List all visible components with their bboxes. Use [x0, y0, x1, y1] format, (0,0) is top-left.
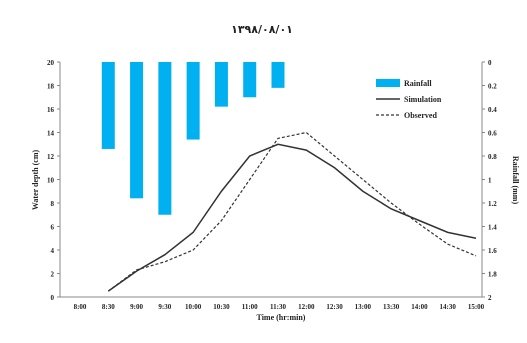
x-tick-label: 11:00: [242, 303, 258, 311]
x-tick-label: 12:30: [326, 303, 343, 311]
y2-tick-label: 0.8: [488, 153, 497, 161]
y-tick-label: 8: [51, 200, 55, 208]
y-tick-label: 0: [51, 294, 55, 302]
y2-tick-label: 2: [488, 294, 492, 302]
rainfall-bar: [243, 62, 257, 98]
legend-observed-label: Observed: [404, 111, 437, 120]
y2-tick-label: 0: [488, 59, 492, 67]
y2-tick-label: 0.4: [488, 106, 497, 114]
legend-rainfall-label: Rainfall: [404, 79, 432, 88]
x-tick-label: 13:30: [383, 303, 400, 311]
rainfall-bar: [186, 62, 200, 140]
rainfall-bar: [101, 62, 115, 149]
x-axis-label: Time (hr:min): [257, 313, 306, 322]
rainfall-bar: [214, 62, 228, 107]
y2-tick-label: 1: [488, 177, 492, 185]
x-tick-label: 10:00: [185, 303, 202, 311]
x-tick-label: 15:00: [468, 303, 485, 311]
observed-line: [107, 131, 477, 292]
y-tick-label: 2: [51, 271, 55, 279]
y-tick-label: 20: [47, 59, 55, 67]
x-tick-label: 11:30: [270, 303, 286, 311]
legend: Rainfall Simulation Observed: [376, 79, 442, 120]
y2-axis-label: Rainfall (mm): [511, 156, 520, 205]
y-tick-label: 10: [47, 177, 55, 185]
y-tick-label: 12: [47, 153, 55, 161]
y-tick-label: 14: [47, 130, 55, 138]
rainfall-bar: [130, 62, 144, 199]
y2-tick-label: 1.4: [488, 224, 497, 232]
chart-title: ۱۳۹۸/۰۸/۰۱: [231, 23, 293, 36]
x-tick-label: 14:00: [411, 303, 428, 311]
x-tick-label: 12:00: [298, 303, 315, 311]
x-axis-ticks: 8:00 8:30 9:00 9:30 10:00 10:30 11:00 11:30 12:0…: [74, 303, 485, 311]
y2-tick-label: 0.2: [488, 83, 497, 91]
y2-tick-label: 1.6: [488, 247, 497, 255]
y-tick-label: 16: [47, 106, 55, 114]
y-axis-label: Water depth (cm): [31, 150, 40, 211]
y2-tick-label: 1.8: [488, 271, 497, 279]
legend-simulation-label: Simulation: [404, 95, 442, 104]
y2-tick-label: 0.6: [488, 130, 497, 138]
rainfall-bar: [271, 62, 285, 88]
y-axis-ticks: 0 2 4 6 8 10 12 14 16 18 20: [47, 59, 60, 302]
simulation-line: [107, 143, 477, 292]
legend-rainfall-swatch: [376, 79, 400, 87]
y-tick-label: 18: [47, 83, 55, 91]
rainfall-bars: [101, 62, 285, 215]
y2-axis-ticks: 0 0.2 0.4 0.6 0.8 1 1.2 1.4 1.6 1.8 2: [482, 59, 497, 302]
line-series: [107, 131, 477, 292]
x-tick-label: 8:30: [102, 303, 115, 311]
y2-tick-label: 1.2: [488, 200, 497, 208]
x-tick-label: 14:30: [440, 303, 457, 311]
y-tick-label: 4: [51, 247, 55, 255]
rainfall-bar: [158, 62, 172, 215]
x-tick-label: 10:30: [213, 303, 230, 311]
x-tick-label: 9:30: [158, 303, 171, 311]
x-tick-label: 8:00: [74, 303, 87, 311]
y-tick-label: 6: [51, 224, 55, 232]
x-tick-label: 9:00: [130, 303, 143, 311]
x-tick-label: 13:00: [355, 303, 372, 311]
